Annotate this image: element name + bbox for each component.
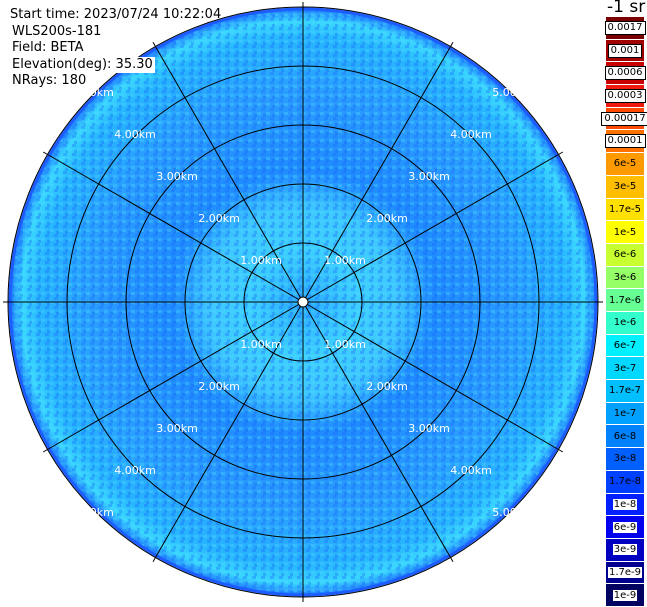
range-label: 1.00km bbox=[240, 254, 282, 267]
colorbar-segment: 6e-5 bbox=[606, 153, 644, 175]
range-label: 3.00km bbox=[156, 422, 198, 435]
colorbar-segment: 1e-7 bbox=[606, 402, 644, 425]
colorbar-label: 1e-8 bbox=[612, 498, 638, 510]
azimuth-line bbox=[42, 301, 304, 453]
colorbar-segment: 6e-7 bbox=[606, 334, 644, 357]
range-label: 3.00km bbox=[408, 422, 450, 435]
range-label: 2.00km bbox=[366, 212, 408, 225]
colorbar-label: 6e-5 bbox=[613, 158, 637, 170]
colorbar-label: 3e-7 bbox=[613, 362, 637, 374]
azimuth-line bbox=[152, 41, 304, 303]
range-label: 1.00km bbox=[324, 338, 366, 351]
colorbar-label: 1e-6 bbox=[613, 317, 637, 329]
colorbar-segment: 0.0006 bbox=[604, 62, 646, 85]
azimuth-line bbox=[302, 301, 454, 563]
colorbar-segment: 1.7e-7 bbox=[606, 380, 644, 402]
range-label: 5.00km bbox=[72, 506, 114, 519]
colorbar-label: 1e-7 bbox=[613, 408, 637, 420]
elevation-text: Elevation(deg): 35.30 bbox=[12, 56, 155, 74]
range-labels: 1.00km 1.00km 1.00km 1.00km 2.00km 2.00km 2.00… bbox=[72, 86, 534, 519]
colorbar-segment: 3e-9 bbox=[606, 538, 644, 561]
range-label: 4.00km bbox=[450, 464, 492, 477]
colorbar-segment: 3e-8 bbox=[606, 448, 644, 470]
colorbar-segment: 0.0003 bbox=[604, 85, 646, 107]
colorbar-label: 1.7e-9 bbox=[607, 566, 643, 578]
range-label: 3.00km bbox=[408, 170, 450, 183]
colorbar-label: 6e-8 bbox=[613, 430, 637, 442]
range-label: 4.00km bbox=[114, 128, 156, 141]
start-time-text: Start time: 2023/07/24 10:22:04 bbox=[10, 7, 222, 22]
colorbar-label: 1e-5 bbox=[613, 226, 637, 238]
range-label: 3.00km bbox=[156, 170, 198, 183]
colorbar-segment: 1.7e-8 bbox=[606, 470, 644, 493]
azimuth-line bbox=[302, 41, 454, 303]
colorbar-label: 0.00017 bbox=[601, 111, 647, 126]
range-label: 2.00km bbox=[198, 212, 240, 225]
azimuth-line bbox=[152, 301, 304, 563]
range-label: 1.00km bbox=[240, 338, 282, 351]
range-label: 1.00km bbox=[324, 254, 366, 267]
colorbar-segment: 1e-8 bbox=[606, 493, 644, 516]
colorbar-segment: 1.7e-5 bbox=[606, 198, 644, 221]
range-label: 2.00km bbox=[366, 380, 408, 393]
azimuth-line bbox=[302, 151, 564, 303]
colorbar-label: 0.001 bbox=[607, 43, 643, 58]
colorbar-segment: 3e-6 bbox=[606, 266, 644, 289]
instrument-text: WLS200s-181 bbox=[12, 23, 102, 39]
range-label: 2.00km bbox=[198, 380, 240, 393]
colorbar-segment: 0.001 bbox=[606, 39, 644, 62]
azimuth-lines bbox=[3, 2, 603, 602]
colorbar-segment: 1.7e-6 bbox=[606, 289, 644, 311]
nrays-text: NRays: 180 bbox=[12, 73, 87, 89]
range-label: 4.00km bbox=[114, 464, 156, 477]
colorbar-label: 1.7e-6 bbox=[608, 294, 642, 306]
colorbar: 0.0017 0.001 0.0006 0.0003 0.00017 0.0001 6e-5… bbox=[601, 17, 647, 607]
colorbar-label: 1e-9 bbox=[612, 589, 638, 601]
azimuth-line bbox=[302, 301, 564, 453]
range-label: 4.00km bbox=[450, 128, 492, 141]
colorbar-label: 6e-6 bbox=[613, 249, 637, 261]
origin-marker bbox=[297, 296, 309, 308]
colorbar-segment: 3e-5 bbox=[606, 175, 644, 198]
colorbar-label: 3e-6 bbox=[613, 271, 637, 283]
colorbar-label: 3e-8 bbox=[613, 453, 637, 465]
colorbar-label: 1.7e-7 bbox=[608, 385, 642, 397]
range-label: 5.00km bbox=[492, 86, 534, 99]
ppi-scan-plot: 1.00km 1.00km 1.00km 1.00km 2.00km 2.00km 2.00… bbox=[3, 2, 603, 602]
colorbar-label: 1.7e-8 bbox=[608, 476, 642, 488]
colorbar-label: 3e-5 bbox=[613, 181, 637, 193]
colorbar-unit-label: -1 sr bbox=[607, 0, 646, 17]
colorbar-label: 3e-9 bbox=[612, 544, 638, 556]
colorbar-segment: 1e-6 bbox=[606, 312, 644, 334]
colorbar-label: 6e-9 bbox=[612, 521, 638, 533]
colorbar-segment: 0.0017 bbox=[604, 17, 646, 39]
colorbar-segment: 3e-7 bbox=[606, 357, 644, 380]
colorbar-segment: 1e-5 bbox=[606, 221, 644, 243]
scan-info-panel: Start time: 2023/07/24 10:22:04 WLS200s-… bbox=[0, 7, 221, 90]
colorbar-label: 0.0017 bbox=[604, 20, 646, 35]
colorbar-label: 0.0006 bbox=[604, 66, 646, 81]
azimuth-line bbox=[42, 151, 304, 303]
range-label: 5.00km bbox=[72, 86, 114, 99]
colorbar-segment: 6e-6 bbox=[606, 243, 644, 266]
colorbar-label: 1.7e-5 bbox=[608, 203, 642, 215]
colorbar-label: 6e-7 bbox=[613, 340, 637, 352]
field-text: Field: BETA bbox=[12, 40, 84, 56]
colorbar-label: 0.0003 bbox=[604, 88, 646, 103]
range-label: 5.00km bbox=[492, 506, 534, 519]
colorbar-segment: 0.00017 bbox=[601, 107, 647, 130]
colorbar-segment: 6e-8 bbox=[606, 425, 644, 448]
colorbar-segment: 6e-9 bbox=[606, 516, 644, 538]
colorbar-segment: 1e-9 bbox=[606, 584, 644, 606]
colorbar-label: 0.0001 bbox=[604, 134, 646, 149]
colorbar-segment: 0.0001 bbox=[604, 130, 646, 153]
colorbar-segment: 1.7e-9 bbox=[606, 561, 644, 584]
